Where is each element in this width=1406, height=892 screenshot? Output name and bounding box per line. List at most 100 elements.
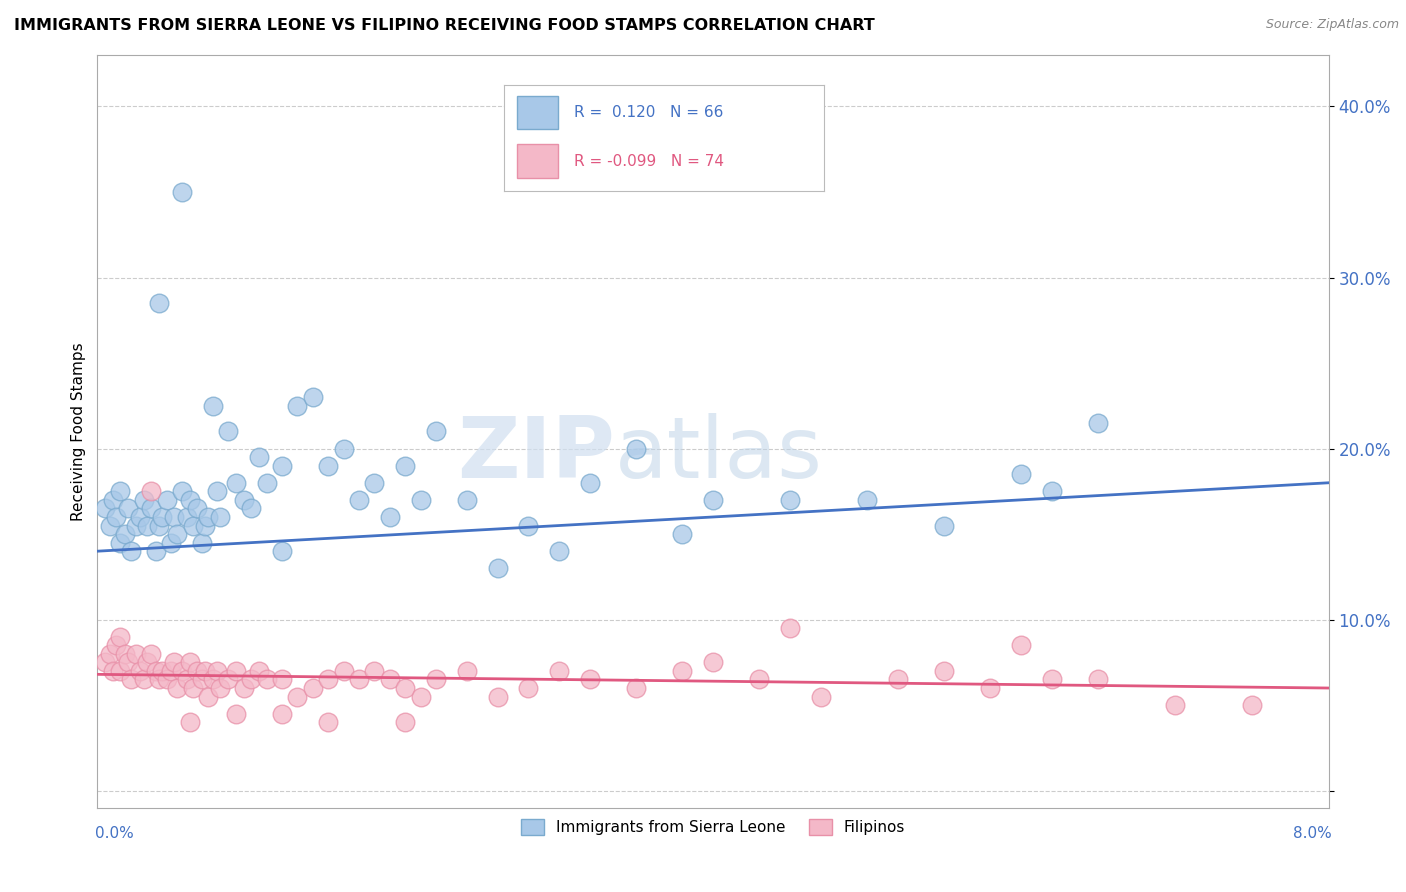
Point (456, 664, 478, 678)
Point (197, 690, 219, 704)
Point (517, 518, 540, 533)
Point (302, 390, 325, 404)
Point (1040, 673, 1063, 687)
Point (1240, 698, 1263, 713)
Point (456, 492, 478, 507)
Point (856, 492, 879, 507)
Point (256, 475, 278, 490)
Point (148, 296, 170, 310)
Point (166, 681, 188, 695)
Point (150, 510, 173, 524)
Point (94, 656, 117, 670)
Text: 0.0%: 0.0% (94, 826, 134, 841)
Point (166, 527, 188, 541)
Point (394, 458, 416, 473)
Text: atlas: atlas (614, 412, 823, 496)
Point (179, 492, 201, 507)
Point (104, 510, 127, 524)
Point (394, 681, 416, 695)
Point (135, 518, 157, 533)
Point (110, 664, 132, 678)
Point (129, 664, 152, 678)
Point (101, 492, 124, 507)
Point (179, 715, 201, 730)
Point (271, 673, 294, 687)
Point (156, 492, 179, 507)
Point (240, 673, 263, 687)
Point (176, 673, 198, 687)
Text: 8.0%: 8.0% (1292, 826, 1331, 841)
Point (271, 544, 294, 558)
Point (271, 458, 294, 473)
Point (1087, 416, 1109, 430)
Point (141, 501, 163, 516)
Point (671, 527, 693, 541)
Point (271, 706, 294, 721)
Point (779, 621, 801, 635)
Point (702, 656, 724, 670)
Point (117, 501, 139, 516)
Point (302, 681, 325, 695)
Point (132, 673, 155, 687)
Point (114, 527, 136, 541)
Point (256, 673, 278, 687)
Point (145, 664, 167, 678)
Point (579, 673, 602, 687)
Point (209, 681, 232, 695)
Point (94, 501, 117, 516)
Point (517, 681, 540, 695)
Point (170, 664, 193, 678)
Point (120, 673, 142, 687)
Point (145, 544, 167, 558)
Point (1164, 698, 1187, 713)
Point (1010, 638, 1032, 652)
Point (207, 664, 229, 678)
Point (132, 492, 155, 507)
Point (170, 185, 193, 199)
Point (232, 681, 254, 695)
Point (160, 664, 183, 678)
Point (363, 664, 385, 678)
Point (186, 501, 208, 516)
Point (110, 484, 132, 499)
Point (409, 492, 432, 507)
Point (486, 690, 509, 704)
Point (579, 475, 602, 490)
Point (186, 664, 208, 678)
Point (425, 425, 447, 439)
Point (191, 535, 214, 549)
Point (194, 518, 217, 533)
Point (702, 492, 724, 507)
Point (810, 690, 832, 704)
Point (748, 673, 770, 687)
Point (332, 664, 354, 678)
Point (240, 501, 263, 516)
Point (1087, 673, 1109, 687)
Point (181, 518, 204, 533)
Point (101, 664, 124, 678)
Point (98, 647, 121, 661)
Point (104, 638, 127, 652)
Point (163, 656, 186, 670)
Point (148, 518, 170, 533)
Point (176, 510, 198, 524)
Point (378, 673, 401, 687)
Text: ZIP: ZIP (457, 412, 614, 496)
Point (316, 715, 339, 730)
Point (125, 647, 148, 661)
Point (287, 690, 309, 704)
Point (209, 510, 232, 524)
Point (129, 510, 152, 524)
Point (671, 664, 693, 678)
Point (135, 656, 157, 670)
Point (932, 664, 955, 678)
Point (548, 664, 571, 678)
Point (425, 673, 447, 687)
Point (217, 425, 239, 439)
Point (486, 561, 509, 575)
Point (120, 544, 142, 558)
Point (201, 673, 224, 687)
Point (347, 492, 370, 507)
Point (163, 510, 186, 524)
Point (887, 673, 910, 687)
